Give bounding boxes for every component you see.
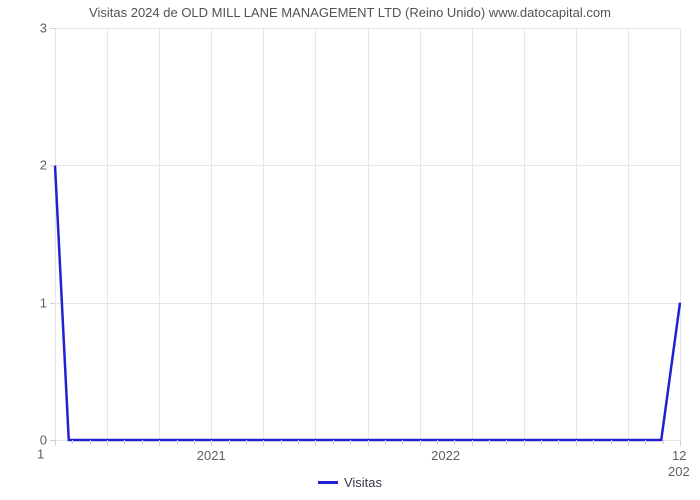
x-tick-label: 2022 bbox=[431, 448, 460, 463]
x-tick-mark bbox=[194, 440, 195, 444]
legend-item-visitas: Visitas bbox=[318, 475, 382, 490]
x-tick-mark bbox=[159, 440, 160, 446]
x-tick-mark bbox=[333, 440, 334, 444]
y-tick-mark bbox=[50, 28, 55, 29]
x-tick-mark bbox=[350, 440, 351, 444]
x-tick-mark bbox=[385, 440, 386, 444]
x-tick-mark bbox=[124, 440, 125, 444]
x-tick-mark bbox=[72, 440, 73, 444]
y-tick-label: 0 bbox=[27, 433, 47, 448]
y-tick-label: 1 bbox=[27, 295, 47, 310]
x-tick-mark bbox=[368, 440, 369, 446]
x-tick-mark bbox=[611, 440, 612, 444]
gridline-vertical bbox=[680, 28, 681, 440]
x-tick-mark bbox=[90, 440, 91, 444]
y-tick-label: 2 bbox=[27, 158, 47, 173]
x-tick-mark bbox=[142, 440, 143, 444]
x-tick-mark bbox=[298, 440, 299, 444]
line-series bbox=[55, 28, 680, 440]
x-tick-mark bbox=[628, 440, 629, 446]
legend-label: Visitas bbox=[344, 475, 382, 490]
legend: Visitas bbox=[0, 472, 700, 490]
chart-title: Visitas 2024 de OLD MILL LANE MANAGEMENT… bbox=[0, 5, 700, 20]
x-tick-mark bbox=[437, 440, 438, 444]
x-tick-mark bbox=[576, 440, 577, 446]
x-tick-mark bbox=[229, 440, 230, 444]
chart-container: Visitas 2024 de OLD MILL LANE MANAGEMENT… bbox=[0, 0, 700, 500]
x-tick-mark bbox=[680, 440, 681, 446]
x-tick-mark bbox=[489, 440, 490, 444]
x-tick-mark bbox=[315, 440, 316, 446]
x-tick-mark bbox=[524, 440, 525, 446]
x-tick-mark bbox=[663, 440, 664, 444]
x-tick-mark bbox=[472, 440, 473, 446]
x-tick-mark bbox=[281, 440, 282, 444]
x-tick-mark bbox=[420, 440, 421, 446]
x-tick-mark bbox=[454, 440, 455, 444]
series-line bbox=[55, 165, 680, 440]
x-tick-mark bbox=[541, 440, 542, 444]
x-tick-mark bbox=[558, 440, 559, 444]
x-tick-mark bbox=[177, 440, 178, 444]
y-tick-mark bbox=[50, 165, 55, 166]
x-tick-label: 2021 bbox=[197, 448, 226, 463]
x-tick-mark bbox=[402, 440, 403, 444]
x-tick-mark bbox=[55, 440, 56, 446]
y-tick-label: 3 bbox=[27, 21, 47, 36]
axis-corner-left: 1 bbox=[37, 447, 44, 462]
legend-swatch bbox=[318, 481, 338, 484]
axis-corner-right-top: 12 bbox=[672, 448, 686, 463]
x-tick-mark bbox=[263, 440, 264, 446]
x-tick-mark bbox=[211, 440, 212, 446]
x-tick-mark bbox=[593, 440, 594, 444]
x-tick-mark bbox=[246, 440, 247, 444]
x-tick-mark bbox=[506, 440, 507, 444]
plot-area bbox=[55, 28, 680, 440]
x-tick-mark bbox=[645, 440, 646, 444]
y-tick-mark bbox=[50, 303, 55, 304]
x-tick-mark bbox=[107, 440, 108, 446]
axis-corner-right-bottom: 202 bbox=[668, 464, 690, 479]
